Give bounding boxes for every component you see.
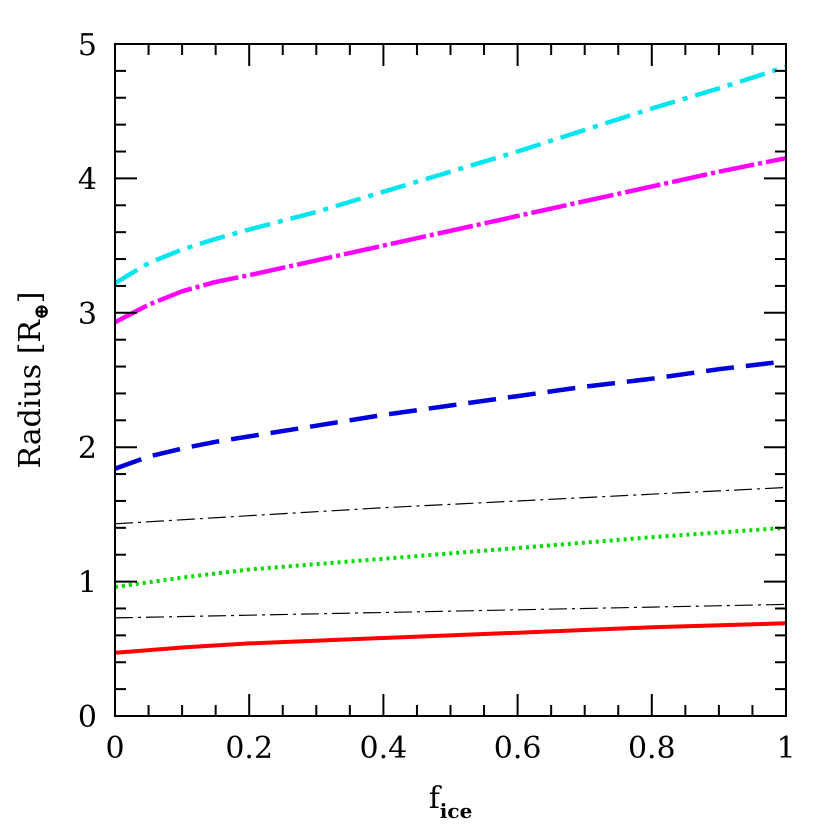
y-axis-title-close: ] [13,292,48,304]
x-tick-label: 0 [105,731,124,766]
series-line-5 [114,358,787,471]
series-line-2 [114,603,787,619]
x-axis-title-main: f [429,781,442,816]
tick-layer [114,43,787,717]
series-line-1 [114,621,787,655]
x-tick-label: 0.4 [360,731,408,766]
plot-frame [114,43,787,717]
series-line-7 [113,64,787,286]
series-line-3 [114,525,787,589]
y-tick-label: 3 [78,297,97,332]
x-axis-title: fice [429,781,473,823]
x-tick-label: 0.6 [494,731,542,766]
x-tick-label: 0.2 [225,731,273,766]
y-tick-label: 4 [78,162,97,197]
series-layer [113,64,787,655]
y-axis-title: Radius [R⊕] [13,292,53,469]
y-axis-title-main: Radius [R [13,319,48,469]
y-tick-label: 1 [78,566,97,601]
y-axis-title-symbol: ⊕ [29,303,53,320]
y-tick-label: 5 [78,28,97,63]
x-axis-title-subscript: ice [440,799,473,823]
x-tick-label: 1 [776,731,795,766]
y-tick-label: 0 [78,700,97,735]
tick-label-layer: 0 0.2 0.4 0.6 0.8 1 0 1 2 3 4 5 [78,28,796,766]
series-line-4 [114,486,787,525]
y-tick-label: 2 [78,431,97,466]
series-line-6 [113,155,787,325]
x-tick-label: 0.8 [628,731,676,766]
